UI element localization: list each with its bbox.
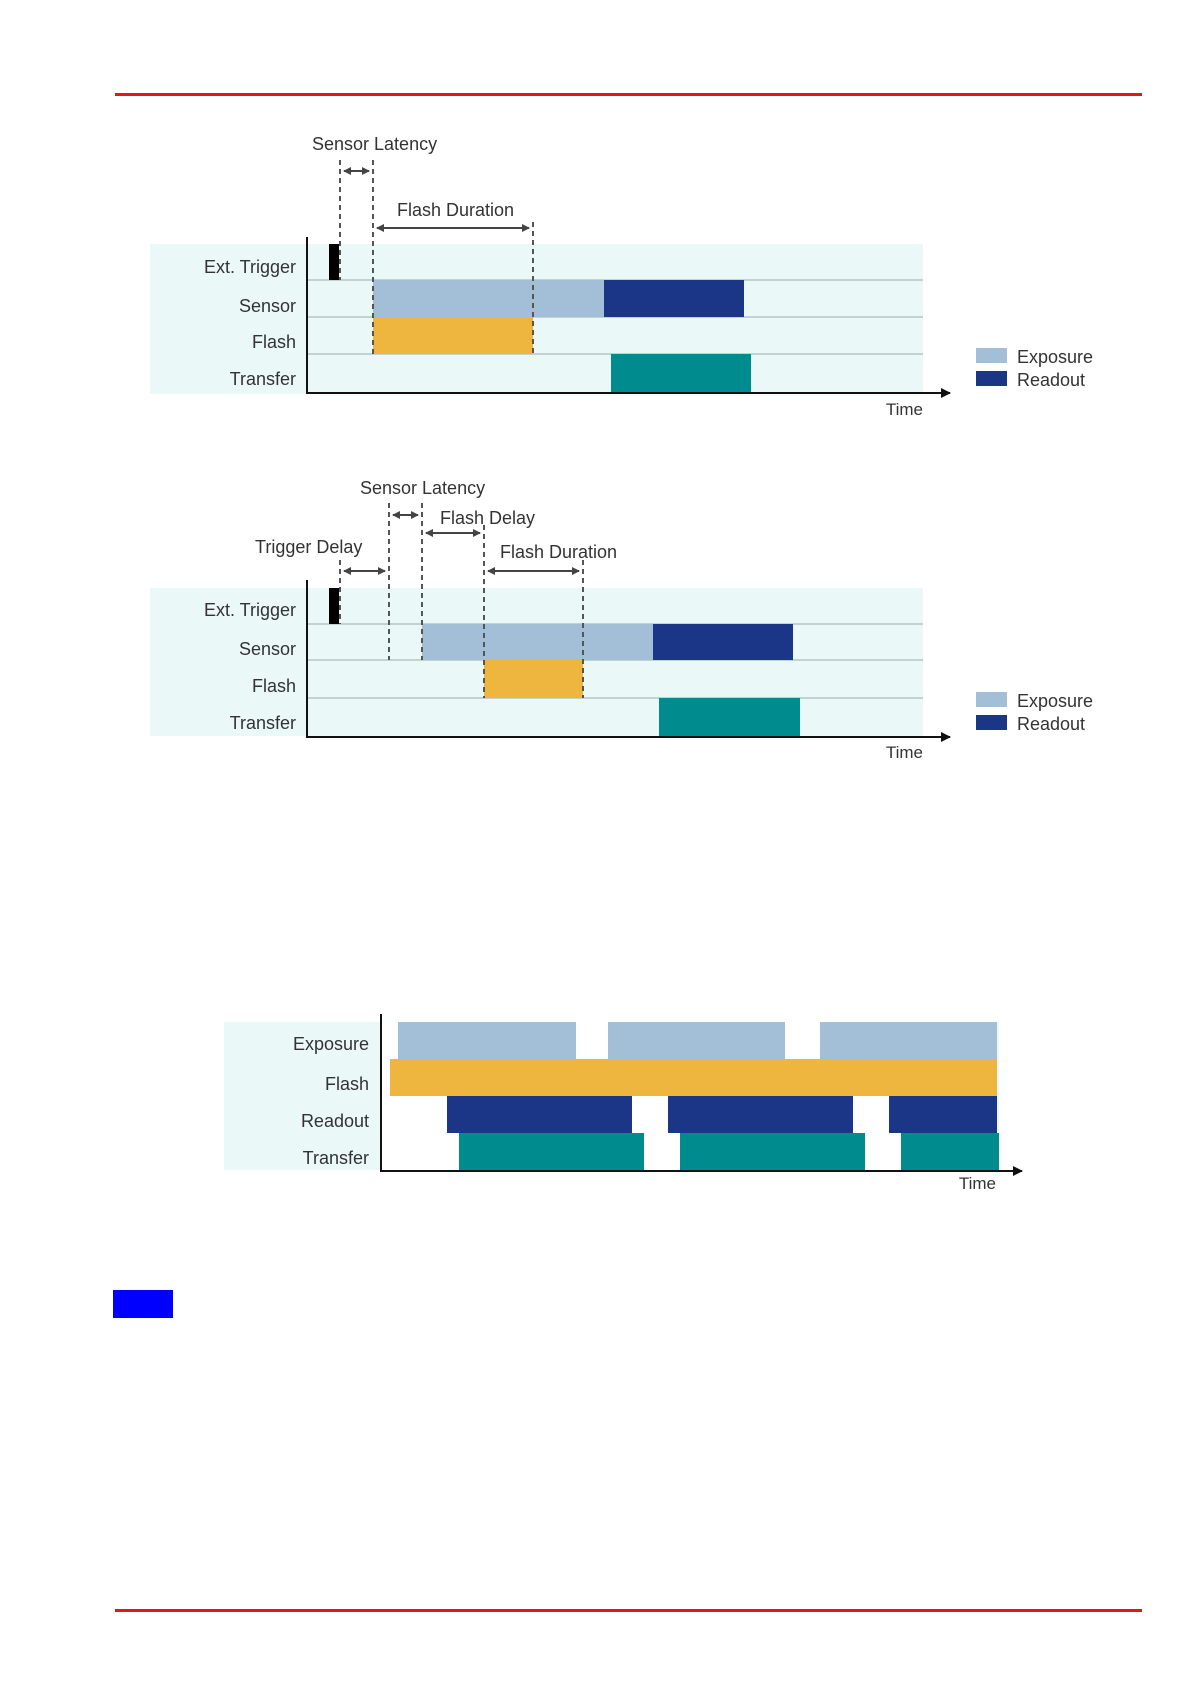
- diagram-1: Sensor Latency Flash Duration Ext. Trigg…: [150, 134, 1093, 419]
- diagram-2: Sensor Latency Flash Delay Trigger Delay…: [150, 478, 1093, 762]
- d1-sensor-exposure: [373, 280, 604, 317]
- d1-row-label-trigger: Ext. Trigger: [204, 257, 296, 277]
- d3-row-label-transfer: Transfer: [303, 1148, 369, 1168]
- d2-row-label-sensor: Sensor: [239, 639, 296, 659]
- d1-sensor-latency-label: Sensor Latency: [312, 134, 437, 154]
- d1-row-label-transfer: Transfer: [230, 369, 296, 389]
- d1-flash-bar: [373, 317, 533, 354]
- d3-transfer-block-2: [680, 1133, 865, 1170]
- d3-row-label-flash: Flash: [325, 1074, 369, 1094]
- d2-time-label: Time: [886, 743, 923, 762]
- d2-row-label-transfer: Transfer: [230, 713, 296, 733]
- d1-time-label: Time: [886, 400, 923, 419]
- top-rule: [115, 93, 1142, 96]
- d3-exposure-block-1: [398, 1022, 576, 1059]
- d2-flash-delay-label: Flash Delay: [440, 508, 535, 528]
- d1-row-label-flash: Flash: [252, 332, 296, 352]
- d2-legend-exposure: Exposure: [1017, 691, 1093, 711]
- d2-legend-readout-swatch: [976, 715, 1007, 730]
- blue-marker: [113, 1290, 173, 1318]
- d1-transfer-bar: [611, 354, 751, 392]
- diagram-3: Exposure Flash Readout Transfer Time: [224, 1014, 1023, 1193]
- d1-legend-exposure: Exposure: [1017, 347, 1093, 367]
- d3-readout-block-1: [447, 1096, 632, 1133]
- d2-flash-bar: [484, 660, 583, 698]
- d1-legend-readout-swatch: [976, 371, 1007, 386]
- d2-trigger-delay-label: Trigger Delay: [255, 537, 362, 557]
- d3-readout-block-3: [889, 1096, 997, 1133]
- d3-transfer-block-3: [901, 1133, 999, 1170]
- d3-readout-block-2: [668, 1096, 853, 1133]
- bottom-rule: [115, 1609, 1142, 1612]
- d1-sensor-readout: [604, 280, 744, 317]
- d2-legend-readout: Readout: [1017, 714, 1085, 734]
- d3-time-label: Time: [959, 1174, 996, 1193]
- d2-sensor-latency-label: Sensor Latency: [360, 478, 485, 498]
- d3-exposure-block-2: [608, 1022, 785, 1059]
- d1-flash-duration-label: Flash Duration: [397, 200, 514, 220]
- d1-legend-exposure-swatch: [976, 348, 1007, 363]
- d2-legend-exposure-swatch: [976, 692, 1007, 707]
- d3-transfer-block-1: [459, 1133, 644, 1170]
- d1-trigger-pulse: [329, 244, 339, 280]
- d3-flash-bar: [390, 1059, 997, 1096]
- d2-trigger-pulse: [329, 588, 339, 624]
- d3-row-label-exposure: Exposure: [293, 1034, 369, 1054]
- d1-row-background: [150, 244, 923, 394]
- d3-exposure-block-3: [820, 1022, 997, 1059]
- d2-row-label-flash: Flash: [252, 676, 296, 696]
- d2-sensor-exposure: [422, 624, 653, 660]
- d2-row-label-trigger: Ext. Trigger: [204, 600, 296, 620]
- d1-legend-readout: Readout: [1017, 370, 1085, 390]
- d2-transfer-bar: [659, 698, 800, 736]
- d2-flash-duration-label: Flash Duration: [500, 542, 617, 562]
- d3-row-label-readout: Readout: [301, 1111, 369, 1131]
- d1-row-label-sensor: Sensor: [239, 296, 296, 316]
- d2-sensor-readout: [653, 624, 793, 660]
